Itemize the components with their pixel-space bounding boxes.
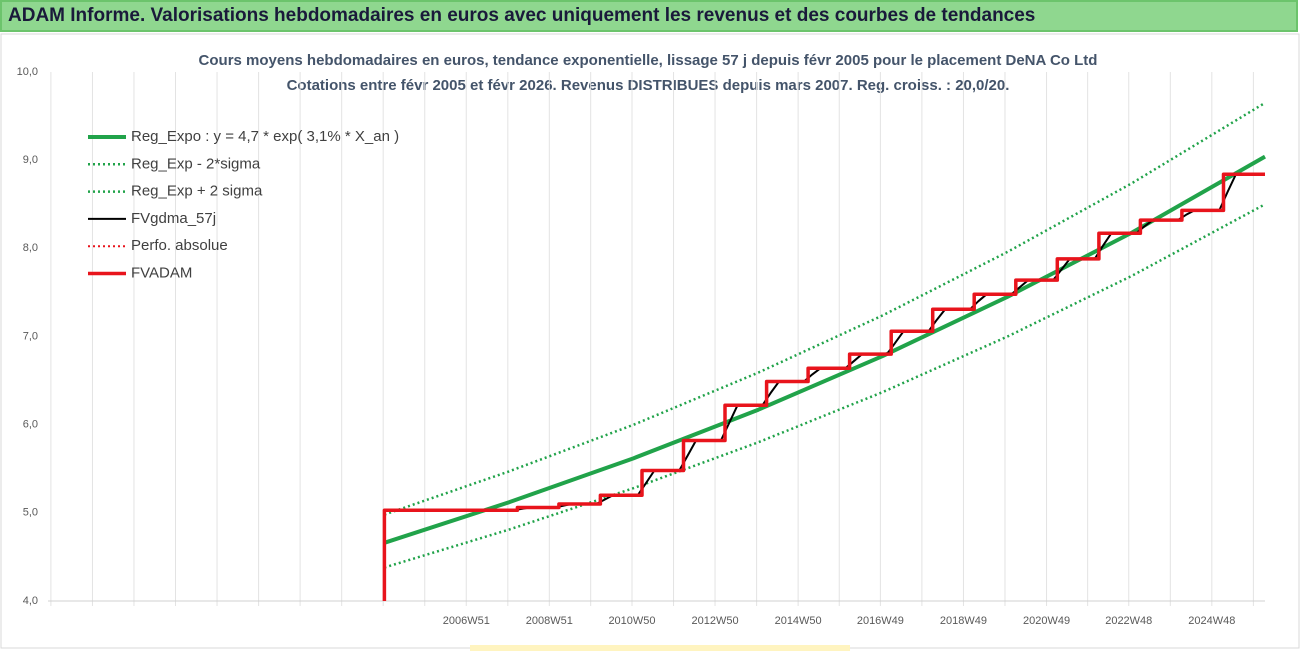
series-line bbox=[384, 173, 1265, 512]
series-line bbox=[383, 154, 1266, 545]
legend-label: FVgdma_57j bbox=[131, 210, 216, 227]
x-tick-label: 2014W50 bbox=[775, 615, 822, 627]
y-tick-label: 9,0 bbox=[23, 154, 38, 166]
x-tick-label: 2010W50 bbox=[608, 615, 655, 627]
chart-border bbox=[0, 33, 1300, 649]
y-tick-label: 5,0 bbox=[23, 507, 38, 519]
chart-title: Cours moyens hebdomadaires en euros, ten… bbox=[199, 52, 1098, 69]
y-tick-label: 10,0 bbox=[17, 66, 38, 78]
legend-label: Reg_Expo : y = 4,7 * exp( 3,1% * X_an ) bbox=[131, 128, 399, 145]
bottom-strip bbox=[470, 645, 850, 651]
series-line bbox=[383, 101, 1266, 516]
legend-label: Reg_Exp + 2 sigma bbox=[131, 183, 263, 200]
x-tick-label: 2008W51 bbox=[526, 615, 573, 627]
x-tick-label: 2016W49 bbox=[857, 615, 904, 627]
series-line bbox=[384, 203, 1266, 569]
x-tick-label: 2024W48 bbox=[1188, 615, 1235, 627]
legend-label: FVADAM bbox=[131, 264, 192, 281]
y-tick-label: 4,0 bbox=[23, 595, 38, 607]
banner-title: ADAM Informe. Valorisations hebdomadaire… bbox=[0, 0, 1298, 32]
y-tick-label: 6,0 bbox=[23, 419, 38, 431]
chart-subtitle: Cotations entre févr 2005 et févr 2026. … bbox=[287, 77, 1010, 94]
x-tick-label: 2006W51 bbox=[443, 615, 490, 627]
series-line bbox=[382, 172, 1265, 601]
legend-label: Reg_Exp - 2*sigma bbox=[131, 155, 261, 172]
y-tick-label: 8,0 bbox=[23, 242, 38, 254]
x-tick-label: 2012W50 bbox=[692, 615, 739, 627]
x-tick-label: 2020W49 bbox=[1023, 615, 1070, 627]
x-tick-label: 2018W49 bbox=[940, 615, 987, 627]
legend-label: Perfo. absolue bbox=[131, 237, 228, 254]
x-tick-label: 2022W48 bbox=[1105, 615, 1152, 627]
series-line bbox=[383, 173, 1265, 601]
y-tick-label: 7,0 bbox=[23, 330, 38, 342]
